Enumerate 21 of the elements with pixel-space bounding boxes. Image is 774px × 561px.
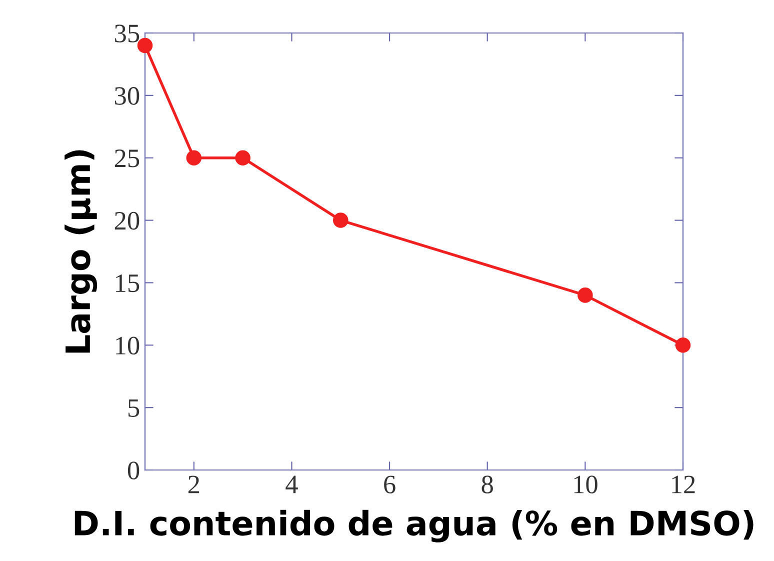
x-tick-label: 10: [574, 476, 598, 494]
x-tick-label: 6: [384, 476, 396, 494]
y-tick-label: 30: [115, 87, 140, 105]
y-tick-label: 5: [128, 399, 140, 417]
point: [235, 150, 250, 166]
y-tick-label: 15: [116, 274, 140, 292]
x-tick-label: 8: [482, 476, 493, 494]
x-tick-label: 2: [188, 476, 200, 494]
y-tick-label: 20: [114, 212, 140, 230]
point: [675, 338, 691, 353]
point: [186, 150, 202, 166]
point: [578, 288, 593, 303]
x-axis-title: D.I. contenido de agua (% en DMSO): [74, 510, 754, 542]
y-axis-title: Largo (μm): [64, 150, 98, 353]
x-tick-label: 12: [672, 476, 695, 494]
y-tick-label: 10: [116, 336, 140, 355]
y-tick-label: 25: [114, 150, 140, 168]
y-tick-label: 35: [115, 24, 140, 42]
y-tick-label: 0: [128, 462, 140, 480]
x-tick-label: 4: [286, 476, 298, 494]
point: [332, 212, 348, 228]
